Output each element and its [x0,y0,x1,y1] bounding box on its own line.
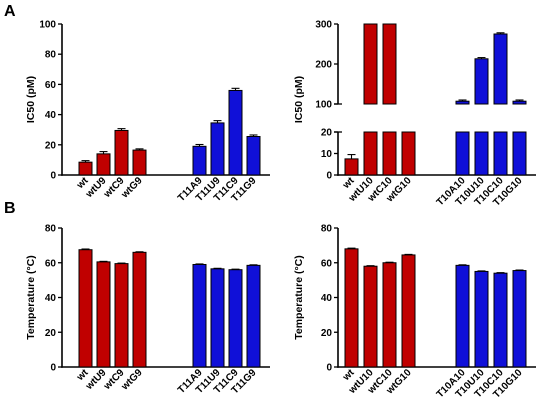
chart-b-left-x-tick-label: wtG9 [119,367,145,393]
chart-a-right-y-tick-label: 0 [326,171,332,182]
chart-b-right-bar [493,272,508,368]
chart-a-right-bar-upper [474,58,489,105]
chart-a-left-bar [114,129,129,176]
chart-b-right-bar [401,254,416,368]
chart-a-right-y-tick-label: 20 [321,128,333,139]
chart-b-left-y-axis-label: Temperature (°C) [25,255,37,340]
chart-a-left-bar [78,161,93,176]
chart-b-left-y-tick-label: 0 [50,363,56,374]
chart-b-left-bar [228,269,243,368]
chart-b-right-y-tick-label: 20 [321,328,333,339]
chart-a-right-y-tick-label: 300 [315,20,332,31]
chart-a-left-y-tick-label: 40 [45,110,57,121]
chart-a-left-bar [246,135,261,176]
chart-b-right-bar [455,264,470,368]
chart-a-left-y-tick-label: 0 [50,171,56,182]
chart-a-left-x-tick-label: wtG9 [119,175,145,201]
chart-a-right-bar-upper [455,100,470,105]
chart-b-right-y-tick-label: 0 [326,363,332,374]
chart-a-right-y-tick-label: 10 [321,149,333,160]
chart-a-left-bar [192,145,207,176]
chart-a-right-bar [344,158,359,176]
panel-label-b: B [4,200,16,217]
chart-b-left-bar [246,264,261,368]
chart-b-left-bar [210,268,225,368]
chart-b-right-bar [474,270,489,368]
chart-b-left-y-tick-label: 20 [45,328,57,339]
chart-b-right-bar [382,262,397,368]
chart-b-left-bar [114,263,129,368]
chart-a-right-bar [493,131,508,176]
chart-b-left-bar [96,261,111,368]
chart-a-left-y-tick-label: 100 [39,20,56,31]
chart-a-right-bar [474,131,489,176]
chart-a-right-y-tick-label: 100 [315,100,332,111]
chart-a-left-y-tick-label: 80 [45,50,57,61]
chart-b-right-y-tick-label: 80 [321,224,333,235]
chart-b-right-bar [512,270,527,368]
chart-a-right-y-axis-label: IC50 (pM) [293,76,305,123]
chart-b-right-y-tick-label: 60 [321,258,333,269]
chart-b-left-y-tick-label: 80 [45,224,57,235]
chart-a-right-bar [363,131,378,176]
chart-b-right-bar [363,265,378,368]
chart-a-left-bar [132,149,147,176]
chart-a-right-y-tick-label: 200 [315,60,332,71]
chart-a-left-bar [228,89,243,176]
chart-b-left-bar [132,251,147,368]
chart-b-right-y-axis-label: Temperature (°C) [293,255,305,340]
chart-b-left-bar [192,263,207,368]
chart-b-right-y-tick-label: 40 [321,293,333,304]
chart-b-left-y-tick-label: 40 [45,293,57,304]
chart-b-right-bar [344,248,359,368]
chart-b-left-bar [78,249,93,368]
chart-a-right-bar [512,131,527,176]
panel-label-a: A [4,3,16,20]
chart-a-right-bar-upper [493,33,508,105]
chart-b-left-y-tick-label: 60 [45,258,57,269]
chart-a-right-bar [455,131,470,176]
chart-a-left-bar [210,122,225,176]
chart-a-right-bar [401,131,416,176]
chart-a-left-y-axis-label: IC50 (pM) [25,76,37,123]
chart-a-left-bar [96,153,111,176]
chart-a-right-bar [382,131,397,176]
chart-a-right-bar-upper [382,23,397,105]
chart-a-left-y-tick-label: 60 [45,80,57,91]
chart-a-left-y-tick-label: 20 [45,140,57,151]
chart-a-right-bar-upper [363,23,378,105]
chart-a-right-bar-upper [512,100,527,105]
